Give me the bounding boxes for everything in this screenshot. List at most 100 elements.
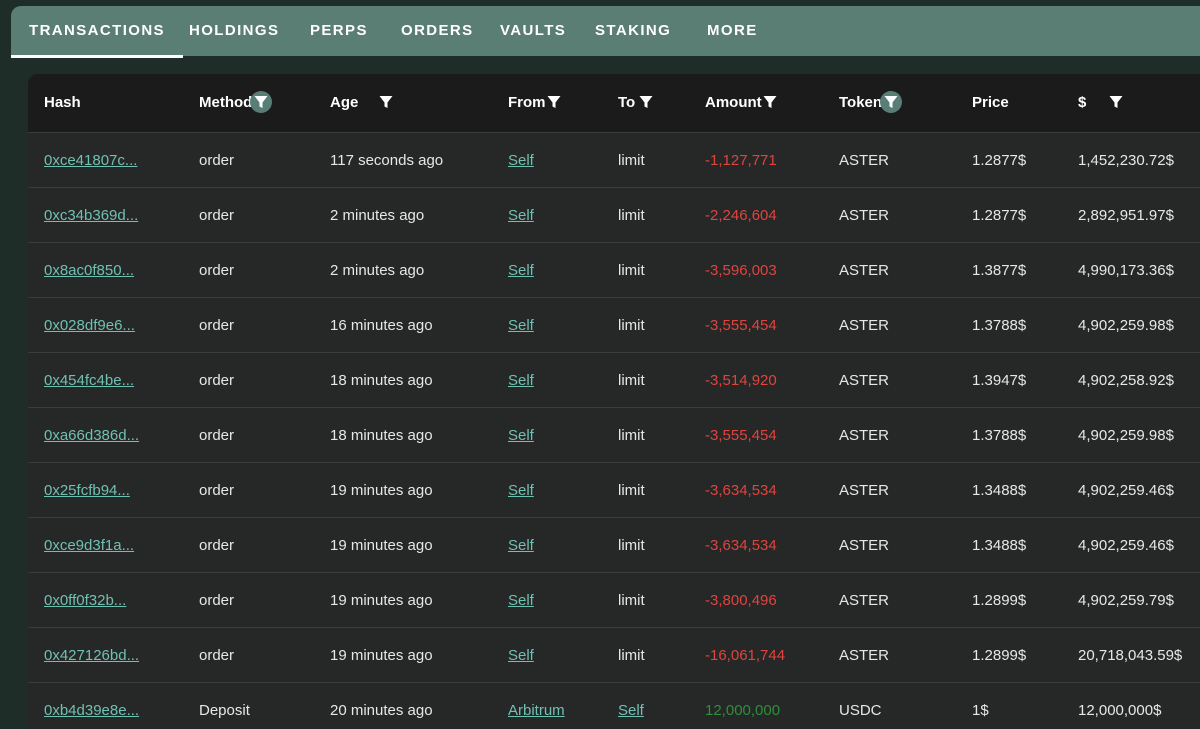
from-link[interactable]: Self	[508, 647, 534, 664]
to-cell: limit	[618, 262, 645, 279]
to-cell: limit	[618, 317, 645, 334]
amount-cell: -3,514,920	[705, 372, 777, 389]
usd-filter-icon[interactable]	[1105, 91, 1127, 113]
tx-hash-link[interactable]: 0x25fcfb94...	[44, 482, 130, 499]
amount-cell: -1,127,771	[705, 152, 777, 169]
to-cell: limit	[618, 207, 645, 224]
token-cell: ASTER	[839, 482, 890, 499]
usd-value-cell: 4,902,259.98$	[1078, 427, 1174, 444]
tx-hash-link[interactable]: 0x427126bd...	[44, 647, 140, 664]
token-cell: ASTER	[839, 427, 890, 444]
column-header-method: Method	[199, 94, 253, 111]
from-link[interactable]: Self	[508, 482, 534, 499]
token-cell: ASTER	[839, 537, 890, 554]
tab-orders[interactable]: ORDERS	[401, 22, 474, 39]
amount-cell: -3,555,454	[705, 317, 777, 334]
age-cell: 117 seconds ago	[330, 152, 444, 169]
from-link[interactable]: Self	[508, 262, 534, 279]
tab-staking[interactable]: STAKING	[595, 22, 672, 39]
token-cell: ASTER	[839, 207, 890, 224]
method-filter-icon[interactable]	[250, 91, 272, 113]
amount-cell: -3,555,454	[705, 427, 777, 444]
column-header-token: Token	[839, 94, 883, 111]
tx-hash-link[interactable]: 0x028df9e6...	[44, 317, 135, 334]
amount-cell: -3,800,496	[705, 592, 777, 609]
price-cell: 1.3877$	[972, 262, 1027, 279]
method-cell: order	[199, 592, 235, 609]
age-cell: 18 minutes ago	[330, 427, 433, 444]
from-link[interactable]: Self	[508, 537, 534, 554]
usd-value-cell: 4,902,258.92$	[1078, 372, 1174, 389]
token-cell: ASTER	[839, 372, 890, 389]
age-cell: 2 minutes ago	[330, 262, 425, 279]
from-link[interactable]: Self	[508, 317, 534, 334]
tab-more[interactable]: MORE	[707, 22, 758, 39]
tx-hash-link[interactable]: 0x454fc4be...	[44, 372, 135, 389]
token-cell: ASTER	[839, 592, 890, 609]
table-row: 0xa66d386d... order 18 minutes ago Self …	[28, 407, 1200, 463]
age-cell: 19 minutes ago	[330, 537, 433, 554]
amount-filter-icon[interactable]	[759, 91, 781, 113]
age-cell: 20 minutes ago	[330, 702, 433, 719]
method-cell: order	[199, 482, 235, 499]
usd-value-cell: 2,892,951.97$	[1078, 207, 1174, 224]
token-cell: ASTER	[839, 317, 890, 334]
method-cell: order	[199, 152, 235, 169]
tx-hash-link[interactable]: 0x8ac0f850...	[44, 262, 135, 279]
from-link[interactable]: Self	[508, 592, 534, 609]
age-cell: 2 minutes ago	[330, 207, 425, 224]
from-link[interactable]: Self	[508, 207, 534, 224]
table-row: 0xce9d3f1a... order 19 minutes ago Self …	[28, 517, 1200, 573]
token-cell: ASTER	[839, 152, 890, 169]
method-cell: order	[199, 317, 235, 334]
table-header: Hash Method Age From To Amount Token	[28, 74, 1200, 132]
token-cell: ASTER	[839, 262, 890, 279]
tab-transactions[interactable]: TRANSACTIONS	[11, 6, 183, 58]
tx-hash-link[interactable]: 0xc34b369d...	[44, 207, 139, 224]
method-cell: order	[199, 372, 235, 389]
method-cell: Deposit	[199, 702, 250, 719]
column-header-age: Age	[330, 94, 359, 111]
column-header-hash: Hash	[44, 94, 81, 111]
from-link[interactable]: Self	[508, 427, 534, 444]
tx-hash-link[interactable]: 0xb4d39e8e...	[44, 702, 140, 719]
tx-hash-link[interactable]: 0xce9d3f1a...	[44, 537, 135, 554]
tab-holdings[interactable]: HOLDINGS	[189, 22, 280, 39]
price-cell: 1$	[972, 702, 989, 719]
table-row: 0x454fc4be... order 18 minutes ago Self …	[28, 352, 1200, 408]
token-cell: USDC	[839, 702, 882, 719]
from-filter-icon[interactable]	[543, 91, 565, 113]
usd-value-cell: 4,990,173.36$	[1078, 262, 1174, 279]
usd-value-cell: 4,902,259.79$	[1078, 592, 1174, 609]
amount-cell: 12,000,000	[705, 702, 781, 719]
method-cell: order	[199, 537, 235, 554]
method-cell: order	[199, 207, 235, 224]
tx-hash-link[interactable]: 0xce41807c...	[44, 152, 138, 169]
column-header-price: Price	[972, 94, 1009, 111]
age-cell: 19 minutes ago	[330, 482, 433, 499]
table-row: 0x028df9e6... order 16 minutes ago Self …	[28, 297, 1200, 353]
table-row: 0x427126bd... order 19 minutes ago Self …	[28, 627, 1200, 683]
tab-perps[interactable]: PERPS	[310, 22, 368, 39]
from-link[interactable]: Self	[508, 372, 534, 389]
tab-bar: TRANSACTIONS HOLDINGS PERPS ORDERS VAULT…	[11, 6, 1200, 58]
tx-hash-link[interactable]: 0x0ff0f32b...	[44, 592, 127, 609]
table-row: 0x0ff0f32b... order 19 minutes ago Self …	[28, 572, 1200, 628]
age-filter-icon[interactable]	[375, 91, 397, 113]
token-filter-icon[interactable]	[880, 91, 902, 113]
tab-vaults[interactable]: VAULTS	[500, 22, 567, 39]
from-link[interactable]: Arbitrum	[508, 702, 565, 719]
to-cell: limit	[618, 427, 645, 444]
column-header-amount: Amount	[705, 94, 762, 111]
age-cell: 16 minutes ago	[330, 317, 433, 334]
tx-hash-link[interactable]: 0xa66d386d...	[44, 427, 140, 444]
amount-cell: -3,634,534	[705, 482, 777, 499]
table-row: 0x25fcfb94... order 19 minutes ago Self …	[28, 462, 1200, 518]
to-filter-icon[interactable]	[635, 91, 657, 113]
to-cell: limit	[618, 537, 645, 554]
column-header-to: To	[618, 94, 636, 111]
price-cell: 1.3947$	[972, 372, 1027, 389]
from-link[interactable]: Self	[508, 152, 534, 169]
to-link[interactable]: Self	[618, 702, 644, 719]
